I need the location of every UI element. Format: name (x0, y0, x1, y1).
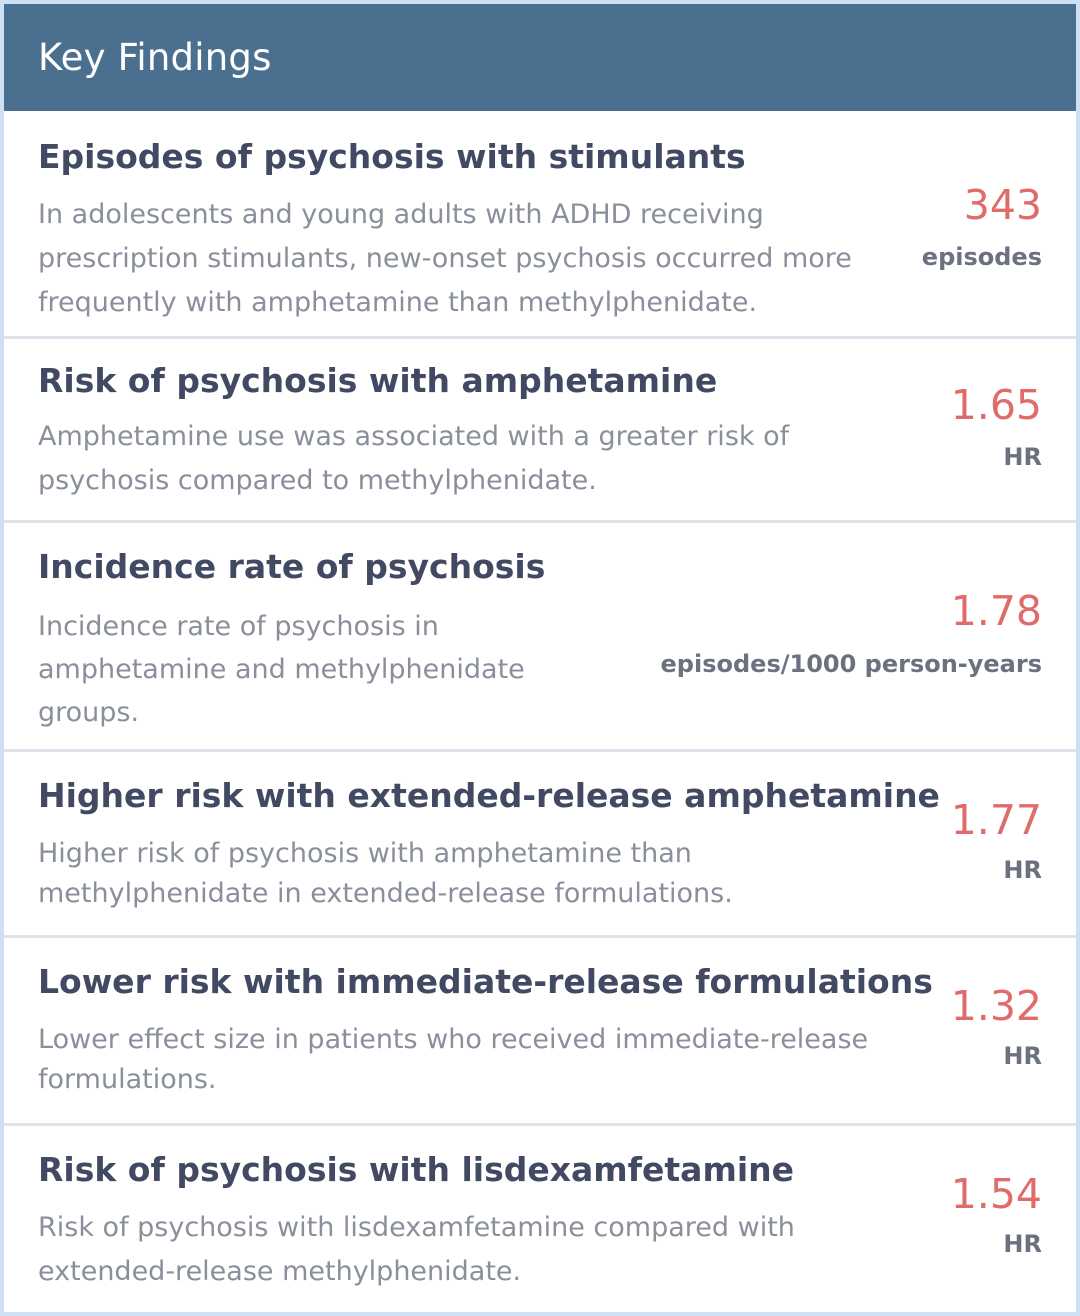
finding-unit: HR (1003, 856, 1042, 884)
finding-title: Incidence rate of psychosis (38, 547, 546, 586)
finding-description: Higher risk of psychosis with amphetamin… (38, 838, 733, 909)
divider (4, 749, 1076, 752)
divider (4, 935, 1076, 938)
finding-value: 1.77 (950, 796, 1042, 844)
divider (4, 1123, 1076, 1126)
finding-unit: HR (1003, 443, 1042, 471)
finding-value: 1.65 (950, 381, 1042, 429)
finding-description: In adolescents and young adults with ADH… (38, 199, 852, 318)
finding-title: Episodes of psychosis with stimulants (38, 137, 746, 176)
panel-title: Key Findings (38, 36, 272, 79)
finding-unit: HR (1003, 1042, 1042, 1070)
finding-item: Risk of psychosis with lisdexamfetamine … (4, 1126, 1076, 1312)
finding-item: Risk of psychosis with amphetamine Amphe… (4, 339, 1076, 520)
divider (4, 336, 1076, 339)
finding-item: Higher risk with extended-release amphet… (4, 752, 1076, 935)
finding-description: Incidence rate of psychosis in amphetami… (38, 611, 525, 728)
key-findings-panel: Key Findings Episodes of psychosis with … (4, 4, 1076, 1312)
finding-title: Risk of psychosis with lisdexamfetamine (38, 1150, 795, 1189)
finding-item: Incidence rate of psychosis Incidence ra… (4, 523, 1076, 749)
finding-value: 343 (963, 181, 1042, 229)
finding-value: 1.78 (950, 587, 1042, 635)
finding-item: Episodes of psychosis with stimulants In… (4, 111, 1076, 336)
panel-header: Key Findings (4, 4, 1076, 111)
divider (4, 520, 1076, 523)
finding-title: Lower risk with immediate-release formul… (38, 962, 933, 1001)
finding-description: Risk of psychosis with lisdexamfetamine … (38, 1212, 795, 1287)
finding-unit: episodes (921, 243, 1042, 271)
finding-title: Risk of psychosis with amphetamine (38, 361, 718, 400)
finding-value: 1.32 (950, 982, 1042, 1030)
finding-description: Lower effect size in patients who receiv… (38, 1024, 869, 1095)
finding-title: Higher risk with extended-release amphet… (38, 776, 940, 815)
finding-value: 1.54 (950, 1170, 1042, 1218)
finding-unit: HR (1003, 1230, 1042, 1258)
finding-item: Lower risk with immediate-release formul… (4, 938, 1076, 1123)
finding-unit: episodes/1000 person-years (660, 650, 1042, 678)
finding-description: Amphetamine use was associated with a gr… (38, 421, 790, 496)
